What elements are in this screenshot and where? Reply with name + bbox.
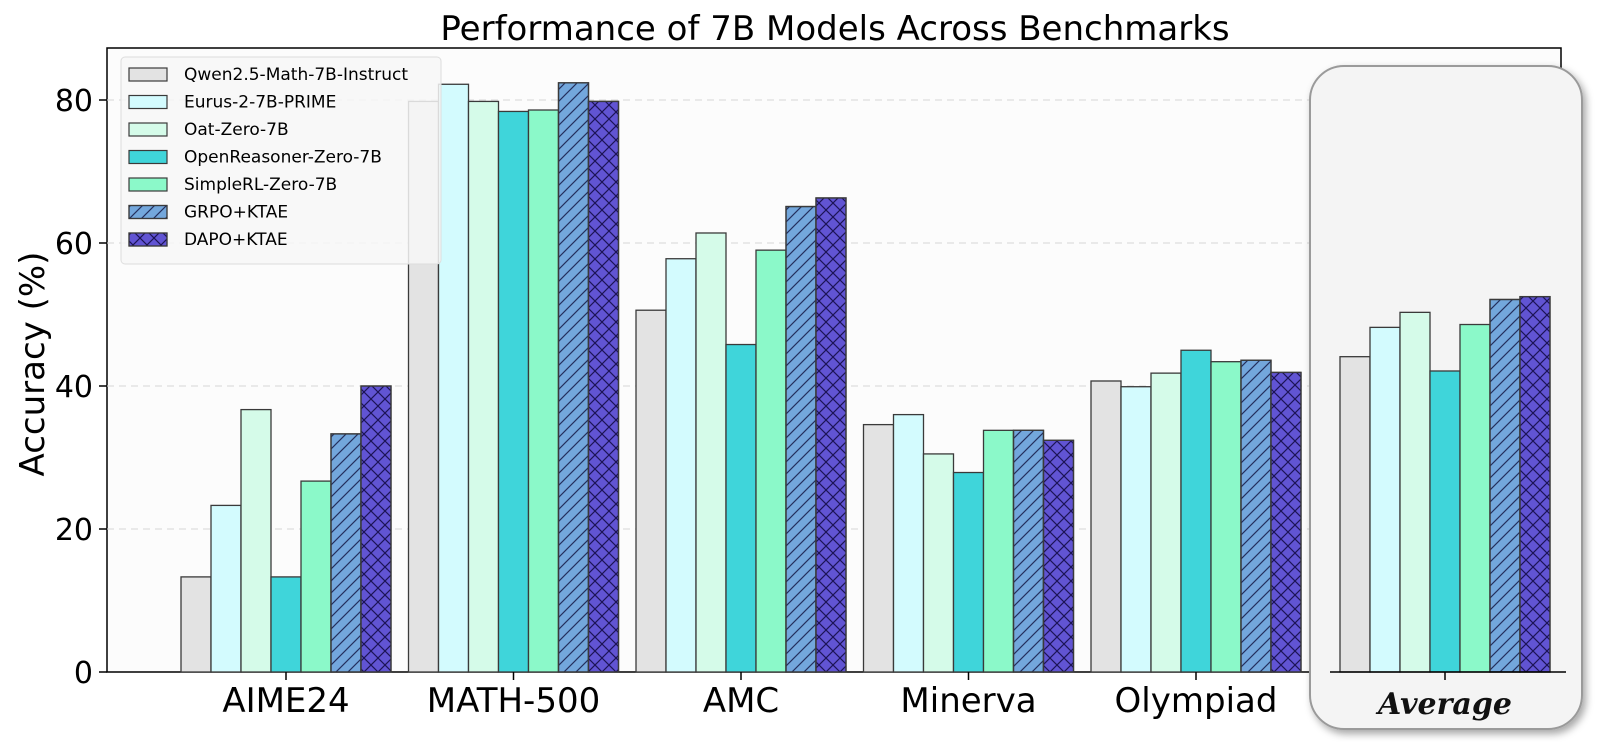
y-tick-label: 40 — [55, 370, 93, 405]
legend-swatch-hatch — [128, 232, 168, 247]
bar-aime24-3 — [270, 576, 302, 673]
bar-minerva-1 — [892, 413, 925, 673]
legend-label: DAPO+KTAE — [184, 230, 288, 250]
bar-math-500-1 — [437, 83, 470, 673]
legend-label: Oat-Zero-7B — [184, 120, 289, 140]
y-tick-label: 20 — [55, 513, 93, 548]
bar-minerva-0 — [862, 423, 895, 673]
bar-aime24-1 — [210, 504, 242, 673]
bar-aime24-0 — [180, 576, 212, 673]
bar-olympiad-6-hatch — [1270, 371, 1302, 673]
bar-minerva-6-hatch — [1042, 439, 1075, 673]
bar-amc-5-hatch — [785, 205, 817, 673]
x-axis-ticks: AIME24 MATH-500 AMC Minerva Olympiad — [222, 672, 1277, 721]
y-axis-ticks: 0 20 40 60 80 — [55, 84, 107, 691]
bar-olympiad-5-hatch — [1240, 359, 1272, 673]
bar-average-5-hatch — [1489, 298, 1521, 673]
y-axis-label: Accuracy (%) — [13, 252, 53, 477]
legend-label: OpenReasoner-Zero-7B — [184, 148, 382, 168]
legend-swatch — [128, 177, 168, 192]
legend-swatch — [128, 122, 168, 137]
y-tick-label: 80 — [55, 84, 93, 119]
legend-swatch — [128, 94, 168, 110]
bar-minerva-5-hatch — [1012, 429, 1045, 673]
y-tick-label: 60 — [55, 227, 93, 262]
bar-aime24-6-hatch — [360, 385, 392, 673]
legend-swatch — [128, 149, 168, 165]
legend-label: Eurus-2-7B-PRIME — [184, 93, 336, 113]
bar-olympiad-0 — [1090, 380, 1122, 673]
bar-average-3 — [1429, 370, 1461, 673]
bar-average-1 — [1369, 326, 1401, 673]
bar-aime24-2 — [240, 408, 272, 673]
bar-amc-6-hatch — [815, 197, 847, 673]
bar-average-2 — [1399, 311, 1431, 673]
bar-amc-4 — [755, 249, 787, 673]
y-tick-label: 0 — [74, 656, 93, 691]
bar-minerva-4 — [982, 429, 1015, 673]
bar-amc-3 — [725, 343, 757, 673]
bar-olympiad-1 — [1120, 386, 1152, 673]
bar-minerva-3 — [952, 471, 985, 673]
legend-box — [120, 56, 442, 265]
chart-title: Performance of 7B Models Across Benchmar… — [440, 9, 1229, 49]
legend: Qwen2.5-Math-7B-Instruct Eurus-2-7B-PRIME… — [120, 56, 442, 265]
bar-olympiad-2 — [1150, 372, 1182, 673]
legend-swatch — [128, 67, 168, 82]
x-tick-label: AMC — [703, 681, 779, 721]
legend-swatch-hatch — [128, 204, 168, 220]
bar-average-0 — [1339, 356, 1371, 673]
bar-olympiad-3 — [1180, 349, 1212, 673]
average-bars: Average — [1330, 295, 1566, 722]
bars — [180, 82, 1302, 673]
bar-olympiad-4 — [1210, 361, 1242, 673]
bar-amc-1 — [665, 258, 697, 673]
x-tick-label: Olympiad — [1115, 681, 1278, 721]
bar-amc-2 — [695, 232, 727, 673]
average-label: Average — [1375, 687, 1512, 722]
x-tick-label: Minerva — [900, 681, 1036, 721]
bar-amc-0 — [635, 309, 667, 673]
legend-label: GRPO+KTAE — [184, 203, 288, 223]
legend-label: Qwen2.5-Math-7B-Instruct — [184, 65, 408, 85]
bar-minerva-2 — [922, 453, 955, 673]
bar-math-500-5-hatch — [557, 82, 590, 673]
bar-aime24-4 — [300, 480, 332, 673]
bar-math-500-4 — [527, 109, 560, 673]
legend-label: SimpleRL-Zero-7B — [184, 175, 337, 195]
bar-aime24-5-hatch — [330, 433, 362, 673]
bar-average-6-hatch — [1519, 295, 1551, 673]
bar-math-500-2 — [467, 100, 500, 673]
x-tick-label: MATH-500 — [427, 681, 600, 721]
bar-math-500-6-hatch — [587, 100, 620, 673]
bar-average-4 — [1459, 323, 1491, 673]
x-tick-label: AIME24 — [222, 681, 349, 721]
bar-math-500-3 — [497, 110, 530, 673]
